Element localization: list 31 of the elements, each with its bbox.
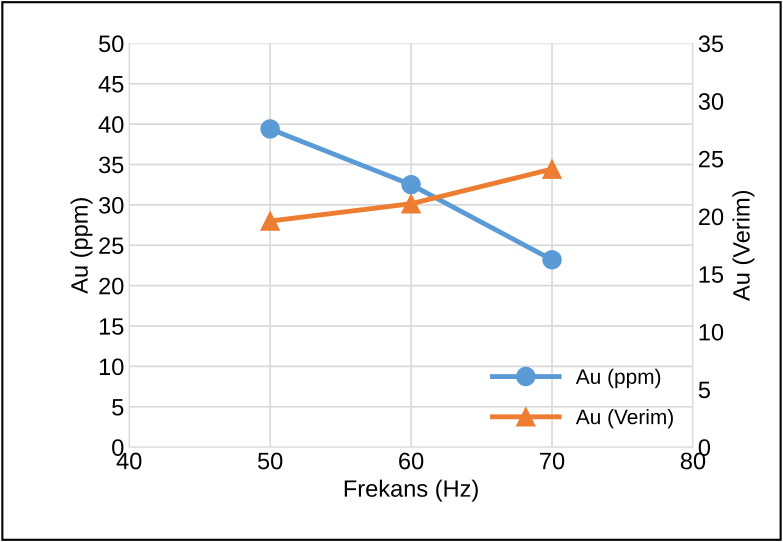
- x-tick-label: 50: [258, 452, 282, 470]
- point: [542, 159, 562, 179]
- point: [401, 194, 421, 214]
- y-tick-label: 15: [100, 318, 124, 335]
- y-tick-label: 20: [99, 278, 124, 294]
- y-tick-label: 50: [99, 35, 124, 52]
- y-tick-label: 30: [98, 196, 124, 214]
- point: [260, 119, 280, 139]
- y2-tick-label: 20: [699, 208, 724, 226]
- x-axis-title: Frekans (Hz): [344, 480, 478, 502]
- y-tick-label: 45: [98, 76, 124, 93]
- y-tick-label: 25: [99, 237, 124, 254]
- y-tick-label: 35: [98, 156, 124, 174]
- y-tick-label: 10: [100, 358, 124, 376]
- y2-tick-label: 5: [698, 382, 710, 398]
- y-tick-label: 40: [98, 116, 124, 133]
- x-tick-label: 60: [399, 452, 424, 470]
- point: [542, 250, 562, 270]
- y2-tick-label: 15: [700, 266, 724, 283]
- y2-tick-label: 10: [700, 324, 724, 341]
- y2-axis-title: Au (Verim): [732, 190, 754, 301]
- y-tick-label: 5: [112, 399, 124, 416]
- x-tick-label: 70: [540, 452, 564, 470]
- point: [401, 174, 421, 194]
- legend-label: Au (Verim): [576, 408, 673, 428]
- y2-tick-label: 35: [698, 35, 724, 52]
- y-axis-title: Au (ppm): [70, 198, 93, 294]
- y2-tick-label: 25: [699, 150, 724, 168]
- y2-tick-label: 30: [698, 93, 724, 110]
- point: [260, 211, 280, 231]
- legend-label: Au (ppm): [576, 368, 660, 388]
